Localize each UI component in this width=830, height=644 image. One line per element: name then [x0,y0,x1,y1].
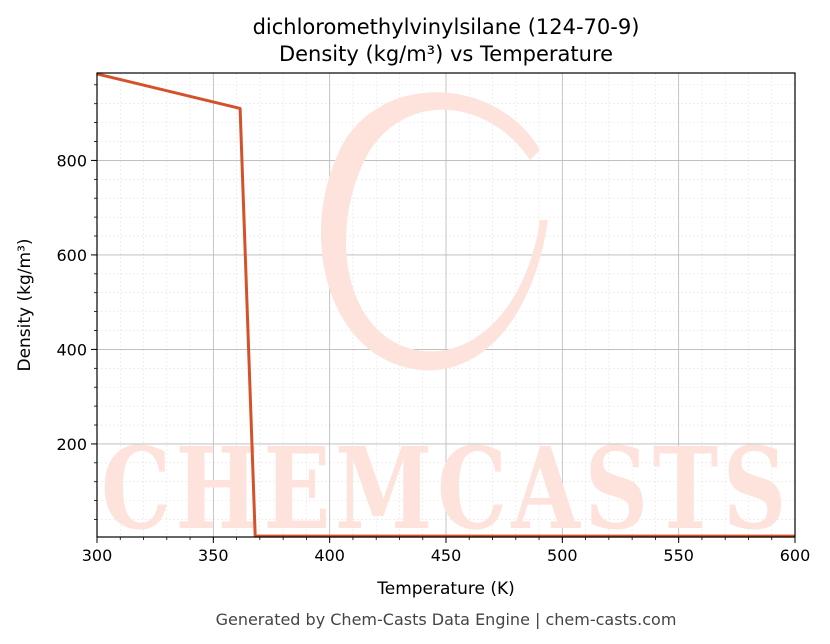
series-line [96,72,795,538]
y-tick-label: 600 [56,246,87,265]
x-axis: 300 350 400 450 500 550 600 [82,537,811,565]
chart-subtitle: Density (kg/m³) vs Temperature [279,42,613,66]
x-tick-label: 400 [314,546,345,565]
watermark-text: CHEMCASTS [101,424,791,555]
chart-title: dichloromethylvinylsilane (124-70-9) [253,15,640,39]
x-tick-label: 600 [780,546,811,565]
x-tick-label: 300 [82,546,113,565]
major-grid [96,73,796,537]
x-tick-label: 500 [547,546,578,565]
x-tick-label: 550 [663,546,694,565]
x-axis-label: Temperature (K) [376,579,515,599]
watermark: CHEMCASTS [101,92,791,555]
x-tick-label: 450 [431,546,462,565]
x-tick-label: 350 [198,546,229,565]
footer-credit: Generated by Chem-Casts Data Engine | ch… [216,610,677,629]
y-tick-label: 400 [56,340,87,359]
y-axis-label: Density (kg/m³) [15,238,35,371]
y-tick-label: 200 [56,435,87,454]
y-axis: 200 400 600 800 [56,84,97,520]
y-tick-label: 800 [56,151,87,170]
